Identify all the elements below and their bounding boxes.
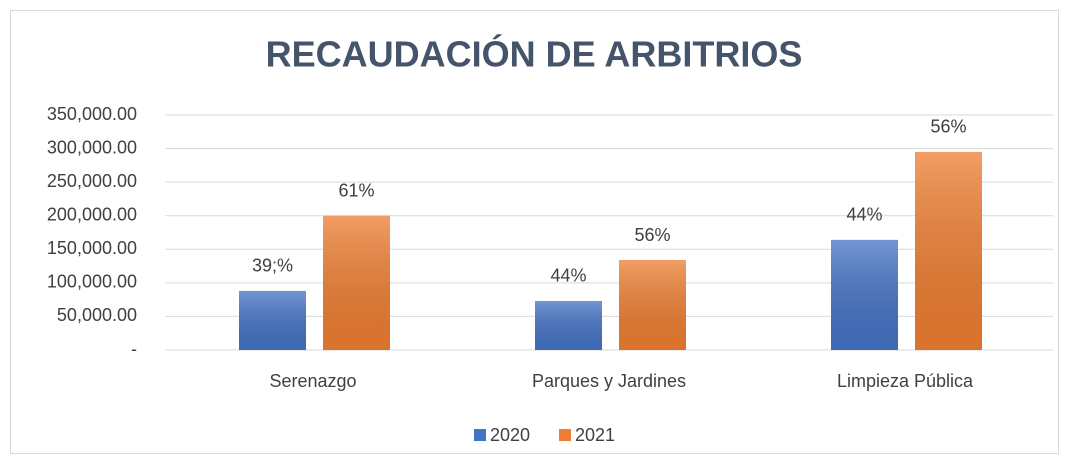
legend-swatch (559, 429, 571, 441)
bar-shade (619, 260, 686, 350)
chart-border (10, 10, 1059, 454)
legend-label: 2021 (575, 425, 615, 445)
bar-shade (831, 239, 898, 350)
x-tick-label: Limpieza Pública (837, 371, 974, 391)
data-label: 44% (550, 266, 586, 286)
y-tick-label: 300,000.00 (47, 137, 137, 157)
data-label: 44% (846, 205, 882, 225)
y-tick-label: 100,000.00 (47, 272, 137, 292)
data-label: 39;% (252, 256, 293, 276)
bar-shade (915, 151, 982, 350)
bar-shade (535, 300, 602, 350)
x-tick-label: Serenazgo (269, 371, 356, 391)
y-tick-label: 200,000.00 (47, 204, 137, 224)
bar-shade (239, 290, 306, 350)
y-tick-label: 350,000.00 (47, 104, 137, 124)
y-tick-label: 250,000.00 (47, 171, 137, 191)
legend-label: 2020 (490, 425, 530, 445)
bar-shade (323, 215, 390, 350)
y-tick-label: 150,000.00 (47, 238, 137, 258)
chart-title: RECAUDACIÓN DE ARBITRIOS (266, 33, 803, 75)
x-tick-label: Parques y Jardines (532, 371, 686, 391)
legend-swatch (474, 429, 486, 441)
data-label: 56% (930, 117, 966, 137)
data-label: 56% (634, 225, 670, 245)
data-label: 61% (338, 180, 374, 200)
y-tick-label: - (131, 339, 137, 359)
y-tick-label: 50,000.00 (57, 305, 137, 325)
